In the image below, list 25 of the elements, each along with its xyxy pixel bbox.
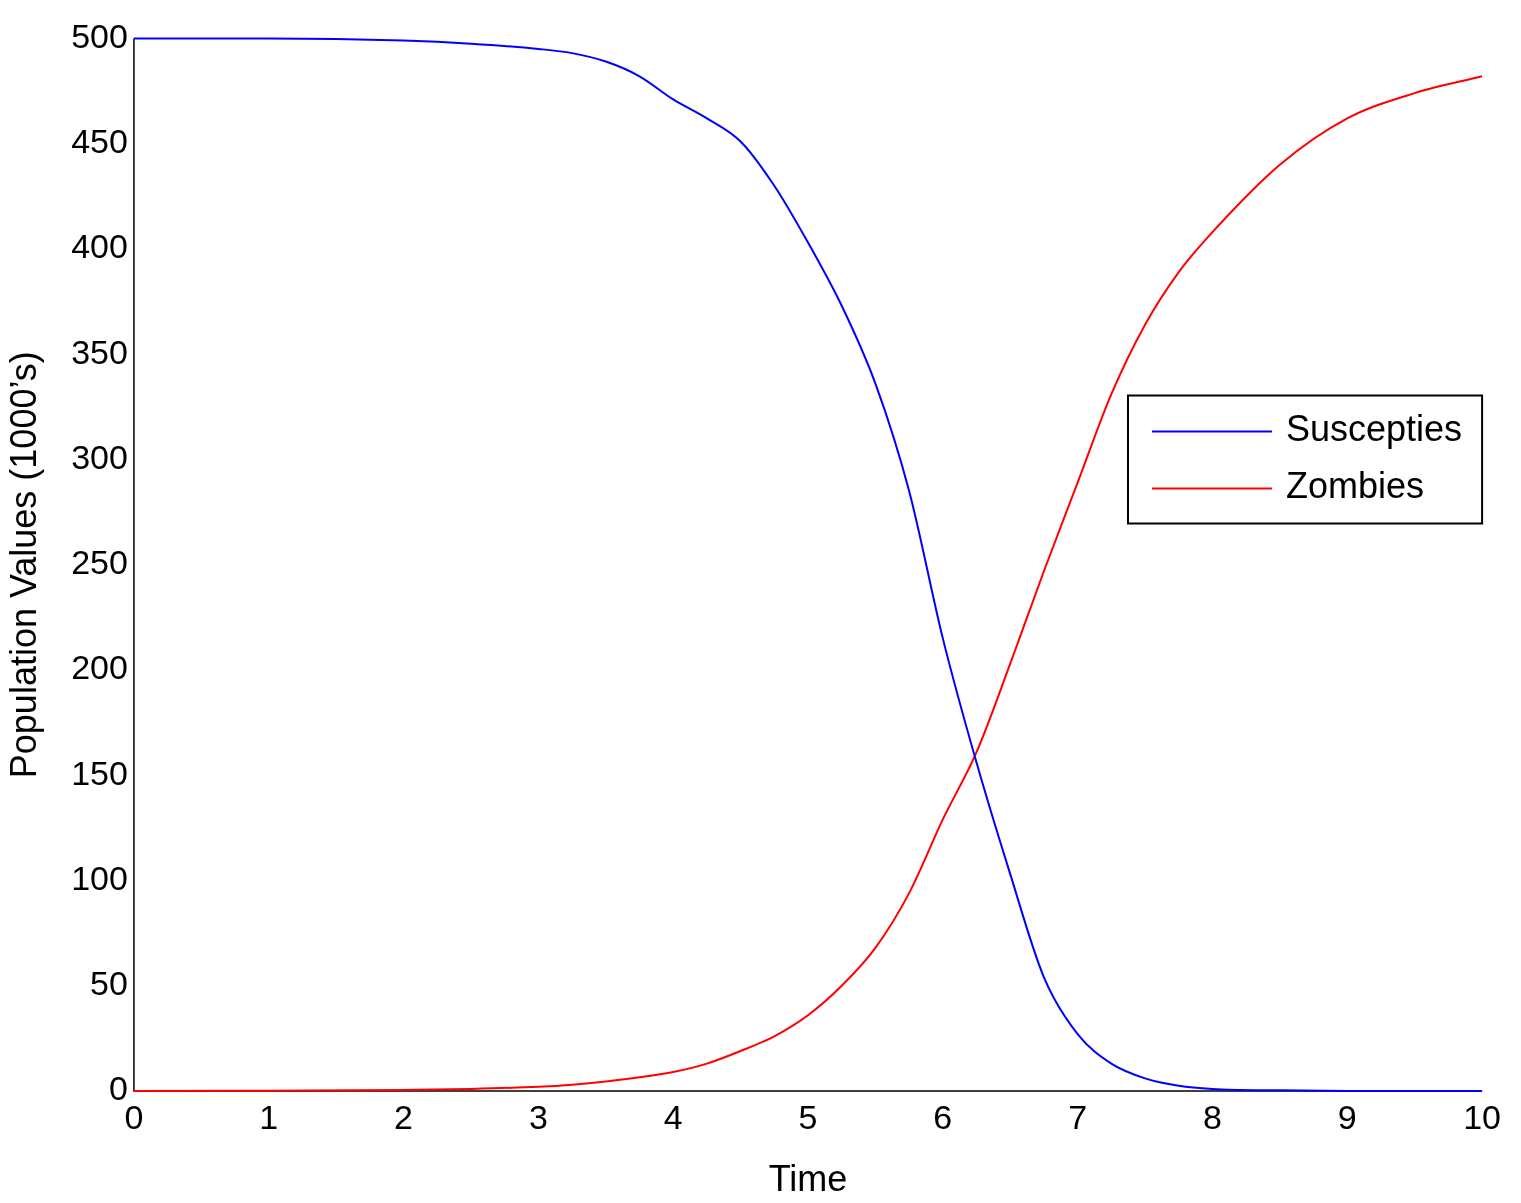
y-tick-label: 450 [71,122,128,161]
y-tick-label: 100 [71,858,128,897]
y-tick-label: 0 [109,1069,128,1108]
legend-label: Zombies [1285,465,1425,507]
x-tick-label: 7 [1068,1097,1088,1136]
y-axis-title: Population Values (1000’s) [2,351,44,779]
y-tick-label: 200 [71,648,128,687]
x-tick-label: 3 [528,1097,548,1136]
y-tick-label: 350 [71,332,128,371]
y-tick-label: 500 [71,16,128,55]
x-tick-label: 1 [259,1097,279,1136]
y-tick-label: 400 [71,227,128,266]
legend-label: Suscepties [1285,408,1463,450]
x-tick-label: 10 [1463,1097,1501,1136]
y-tick-label: 300 [71,437,128,476]
x-tick-label: 9 [1337,1097,1357,1136]
x-tick-label: 5 [798,1097,818,1136]
x-tick-label: 4 [663,1097,683,1136]
x-tick-label: 2 [394,1097,414,1136]
y-tick-label: 50 [90,964,128,1003]
x-tick-label: 6 [933,1097,953,1136]
y-tick-label: 250 [71,543,128,582]
x-axis-title: Time [768,1158,848,1200]
x-tick-label: 8 [1203,1097,1222,1136]
y-tick-label: 150 [71,753,128,792]
